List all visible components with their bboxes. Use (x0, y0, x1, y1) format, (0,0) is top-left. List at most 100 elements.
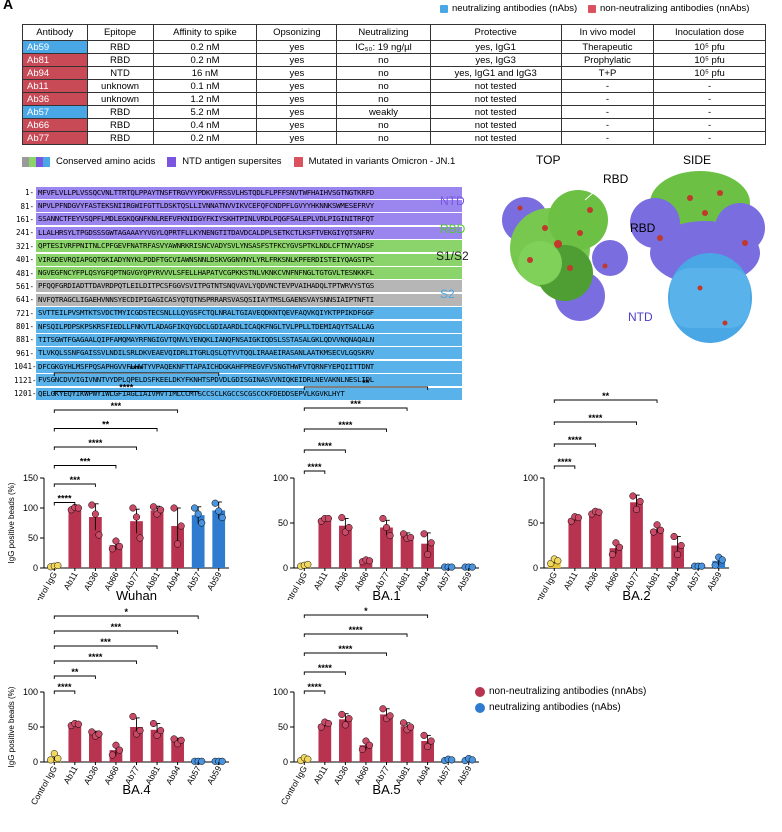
y-tick-label: 0 (33, 563, 38, 573)
x-tick-label: Ab11 (61, 570, 79, 592)
table-cell: RBD (86, 131, 154, 145)
data-point (211, 499, 219, 507)
sequence-position: 641- (15, 295, 34, 305)
bar-ab11 (318, 724, 332, 762)
legend-nnabs-label: non-neutralizing antibodies (nnAbs) (600, 3, 750, 14)
bar-ab77 (630, 502, 643, 568)
sequence-text: PFQQFGRDIADTTDAVRDPQTLEILDITPCSFGGVSVITP… (36, 280, 462, 293)
significance-bracket (553, 399, 658, 403)
data-point (399, 719, 408, 727)
x-tick-label: Control IgG (529, 570, 559, 600)
significance-label: **** (568, 435, 583, 445)
significance-bracket (53, 483, 96, 487)
table-row: Ab94 NTD 16 nM yes no yes, IgG1 and IgG3 T+P 10… (22, 66, 766, 80)
table-cell: not tested (429, 131, 562, 145)
table-cell: 0.2 nM (152, 53, 258, 67)
significance-bracket (553, 443, 596, 447)
antibody-name-cell: Ab77 (22, 131, 88, 145)
x-tick-label: Ab59 (455, 570, 474, 592)
bar-ab66 (359, 560, 373, 568)
x-tick-label: Control IgG (279, 570, 309, 600)
significance-bracket (53, 372, 220, 376)
data-point (345, 523, 353, 532)
antibody-name-cell: Ab59 (22, 40, 88, 54)
bar-ab36 (339, 719, 352, 762)
table-row: Ab81 RBD 0.2 nM yes no yes, IgG3 Prophylatic 10… (22, 53, 766, 67)
sequence-row: 241- LLALHRSYLTPGDSSSGWTAGAAAYYVGYLQPRTFL… (14, 226, 484, 239)
bar-ab36 (89, 517, 102, 568)
x-tick-label: Ab11 (561, 570, 579, 592)
x-tick-label: Control IgG (29, 764, 59, 807)
significance-label: **** (308, 462, 323, 472)
data-point (304, 560, 312, 568)
table-cell: Prophylatic (560, 53, 655, 67)
bar-ab36 (589, 512, 602, 568)
sequence-text: LLALHRSYLTPGDSSSGWTAGAAAYYVGYLQPRTFLLKYN… (36, 226, 462, 239)
data-point (91, 510, 99, 518)
y-tick-label: 100 (273, 473, 288, 483)
data-point (324, 514, 332, 523)
antibody-name-cell: Ab94 (22, 66, 88, 80)
significance-bracket (303, 386, 429, 390)
chart-legend-nabs: neutralizing antibodies (nAbs) (475, 702, 621, 713)
x-tick-label: Ab94 (414, 570, 433, 592)
x-tick-label: Ab59 (205, 570, 224, 592)
data-point (136, 726, 144, 735)
data-point (170, 504, 178, 512)
sequence-row: 1- MFVFLVLLPLVSSQCVNLTTRTQLPPAYTNSFTRGVYY… (14, 186, 484, 199)
sequence-row: 1201- QELGKYEQYIKWPWYIWLGFIAGLIAIVMVTIMLC… (14, 387, 484, 400)
significance-label: **** (88, 438, 103, 448)
data-point (653, 521, 661, 529)
x-tick-label: Ab36 (82, 764, 101, 786)
sequence-text: QPTESIVRFPNITNLCPFGEVFNATRFASVYAWNRKRISN… (36, 240, 462, 253)
significance-label: * (364, 606, 368, 616)
table-cell: no (336, 66, 431, 80)
significance-label: **** (349, 625, 364, 635)
table-cell: 10⁵ pfu (653, 40, 766, 54)
bar-ab11 (68, 724, 82, 762)
data-point (379, 705, 387, 713)
y-axis-label: IgG positive beads (%) (7, 686, 16, 767)
antibody-table: Antibody Epitope Affinity to spike Opson… (22, 24, 766, 145)
data-point (468, 756, 476, 764)
sequence-position: 881- (15, 335, 34, 345)
data-point (629, 492, 637, 500)
bar-ab11 (318, 519, 332, 568)
table-cell: 5.2 nM (152, 105, 258, 119)
sequence-position: 161- (15, 214, 34, 224)
data-point (595, 508, 603, 516)
table-row: Ab36 unknown 1.2 nM yes no not tested - - (22, 92, 766, 106)
y-tick-label: 0 (533, 563, 538, 573)
table-header: In vivo model (560, 24, 655, 41)
data-point (420, 731, 428, 739)
bar-ab11 (68, 508, 82, 568)
sequence-row: 721- SVTTEILPVSMTKTSVDCTMYICGDSTECSNLLLQY… (14, 307, 484, 320)
significance-bracket (53, 675, 96, 679)
table-cell: no (336, 118, 431, 132)
table-cell: 0.2 nM (152, 40, 258, 54)
significance-label: **** (338, 644, 353, 654)
x-tick-label: Ab59 (705, 570, 724, 592)
data-point (382, 523, 391, 532)
chart-title: BA.1 (372, 588, 400, 600)
table-cell: yes (256, 118, 338, 132)
structure-view-side: SIDE (683, 153, 711, 167)
sequence-row: 81- NPVLPFNDGVYFASTEKSNIIRGWIFGTTLDSKTQSL… (14, 199, 484, 213)
sequence-position: 561- (15, 281, 34, 291)
y-tick-label: 100 (23, 687, 38, 697)
x-tick-label: Ab11 (61, 764, 79, 786)
table-row: Ab11 unknown 0.1 nM yes no not tested - - (22, 79, 766, 93)
table-cell: 0.4 nM (152, 118, 258, 132)
sequence-position: 721- (15, 308, 34, 318)
table-cell: yes, IgG1 (429, 40, 562, 54)
y-tick-label: 100 (523, 473, 538, 483)
significance-label: **** (318, 663, 333, 673)
significance-bracket (303, 407, 408, 411)
data-point (317, 723, 325, 731)
data-point (407, 533, 415, 541)
significance-label: ** (362, 378, 370, 388)
table-cell: - (560, 92, 655, 106)
bar-ab81 (400, 726, 414, 762)
antibody-name-cell: Ab81 (22, 53, 88, 67)
